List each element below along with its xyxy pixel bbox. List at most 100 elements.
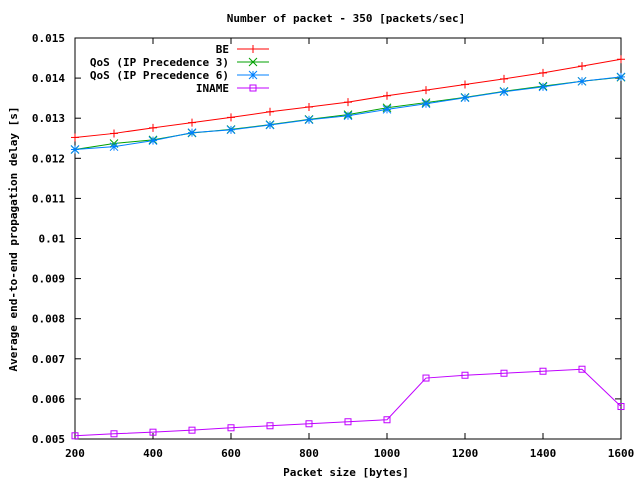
data-point bbox=[500, 369, 508, 377]
y-tick-label: 0.009 bbox=[32, 273, 65, 286]
x-tick-label: 800 bbox=[299, 447, 319, 460]
data-point bbox=[422, 374, 430, 382]
data-point bbox=[578, 62, 586, 71]
data-point bbox=[343, 111, 353, 121]
data-point bbox=[226, 125, 236, 135]
data-point bbox=[227, 424, 235, 432]
data-point bbox=[539, 68, 547, 77]
series-3 bbox=[71, 365, 625, 440]
data-point bbox=[227, 424, 235, 432]
y-tick-label: 0.012 bbox=[32, 152, 65, 165]
legend-label: BE bbox=[216, 43, 229, 56]
data-point bbox=[539, 367, 547, 375]
y-tick-label: 0.014 bbox=[32, 72, 65, 85]
data-point bbox=[149, 428, 157, 436]
data-point bbox=[305, 420, 313, 428]
y-tick-label: 0.007 bbox=[32, 353, 65, 366]
data-point bbox=[265, 120, 275, 130]
x-tick-label: 1200 bbox=[452, 447, 479, 460]
data-point bbox=[616, 72, 626, 82]
data-point bbox=[382, 105, 392, 114]
data-point bbox=[422, 374, 430, 382]
legend-swatch-marker bbox=[249, 84, 257, 92]
data-point bbox=[499, 87, 509, 97]
data-point bbox=[266, 107, 274, 116]
data-point bbox=[343, 111, 353, 121]
data-point bbox=[265, 120, 275, 130]
data-point bbox=[421, 99, 431, 109]
y-tick-label: 0.013 bbox=[32, 112, 65, 125]
legend-label: QoS (IP Precedence 3) bbox=[90, 56, 229, 69]
data-point bbox=[383, 91, 391, 100]
data-point bbox=[461, 80, 469, 89]
legend-swatch-marker bbox=[249, 45, 257, 53]
data-point bbox=[70, 145, 80, 154]
data-point bbox=[149, 428, 157, 436]
chart-title: Number of packet - 350 [packets/sec] bbox=[227, 12, 465, 25]
data-point bbox=[461, 371, 469, 379]
data-point bbox=[187, 128, 197, 137]
y-tick-label: 0.006 bbox=[32, 393, 65, 406]
data-point bbox=[305, 420, 313, 428]
data-point bbox=[109, 142, 119, 152]
x-axis-label: Packet size [bytes] bbox=[283, 466, 409, 479]
data-point bbox=[266, 422, 274, 430]
y-tick-label: 0.015 bbox=[32, 32, 65, 45]
legend-label: QoS (IP Precedence 6) bbox=[90, 69, 229, 82]
data-point bbox=[187, 128, 197, 137]
y-axis-label: Average end-to-end propagation delay [s] bbox=[7, 107, 20, 372]
x-tick-label: 600 bbox=[221, 447, 241, 460]
data-point bbox=[617, 403, 625, 411]
data-point bbox=[266, 422, 274, 430]
data-point bbox=[148, 136, 158, 146]
data-point bbox=[578, 365, 586, 373]
x-tick-label: 400 bbox=[143, 447, 163, 460]
data-point bbox=[304, 115, 314, 125]
data-point bbox=[304, 115, 314, 125]
data-point bbox=[461, 371, 469, 379]
data-point bbox=[344, 418, 352, 426]
data-point bbox=[226, 125, 236, 135]
data-point bbox=[383, 416, 391, 424]
legend-label: INAME bbox=[196, 82, 229, 95]
y-tick-label: 0.008 bbox=[32, 313, 65, 326]
data-point bbox=[110, 129, 118, 138]
data-point bbox=[500, 74, 508, 83]
data-point bbox=[422, 86, 430, 95]
data-point bbox=[616, 72, 626, 82]
data-point bbox=[500, 369, 508, 377]
data-point bbox=[538, 82, 548, 92]
data-point bbox=[538, 82, 548, 92]
data-point bbox=[110, 430, 118, 438]
data-point bbox=[148, 136, 158, 146]
data-point bbox=[577, 76, 587, 86]
series-line bbox=[74, 368, 622, 437]
data-point bbox=[383, 416, 391, 424]
data-point bbox=[71, 133, 79, 142]
data-point bbox=[188, 426, 196, 434]
x-tick-label: 1600 bbox=[608, 447, 635, 460]
series-2 bbox=[70, 72, 626, 154]
data-point bbox=[305, 102, 313, 111]
x-tick-label: 1000 bbox=[374, 447, 401, 460]
data-point bbox=[344, 418, 352, 426]
x-tick-label: 200 bbox=[65, 447, 85, 460]
data-point bbox=[188, 118, 196, 127]
legend-swatch-marker bbox=[248, 57, 258, 67]
x-tick-label: 1400 bbox=[530, 447, 557, 460]
data-point bbox=[460, 93, 470, 103]
data-point bbox=[71, 432, 79, 440]
y-tick-label: 0.01 bbox=[39, 233, 66, 246]
series-0 bbox=[71, 55, 625, 142]
data-point bbox=[421, 99, 431, 109]
data-point bbox=[460, 93, 470, 103]
data-point bbox=[578, 365, 586, 373]
legend-swatch-marker bbox=[248, 57, 258, 67]
legend-swatch-marker bbox=[248, 70, 258, 80]
legend-swatch-marker bbox=[249, 84, 257, 92]
legend-swatch-marker bbox=[248, 70, 258, 80]
data-point bbox=[110, 430, 118, 438]
data-point bbox=[577, 76, 587, 86]
